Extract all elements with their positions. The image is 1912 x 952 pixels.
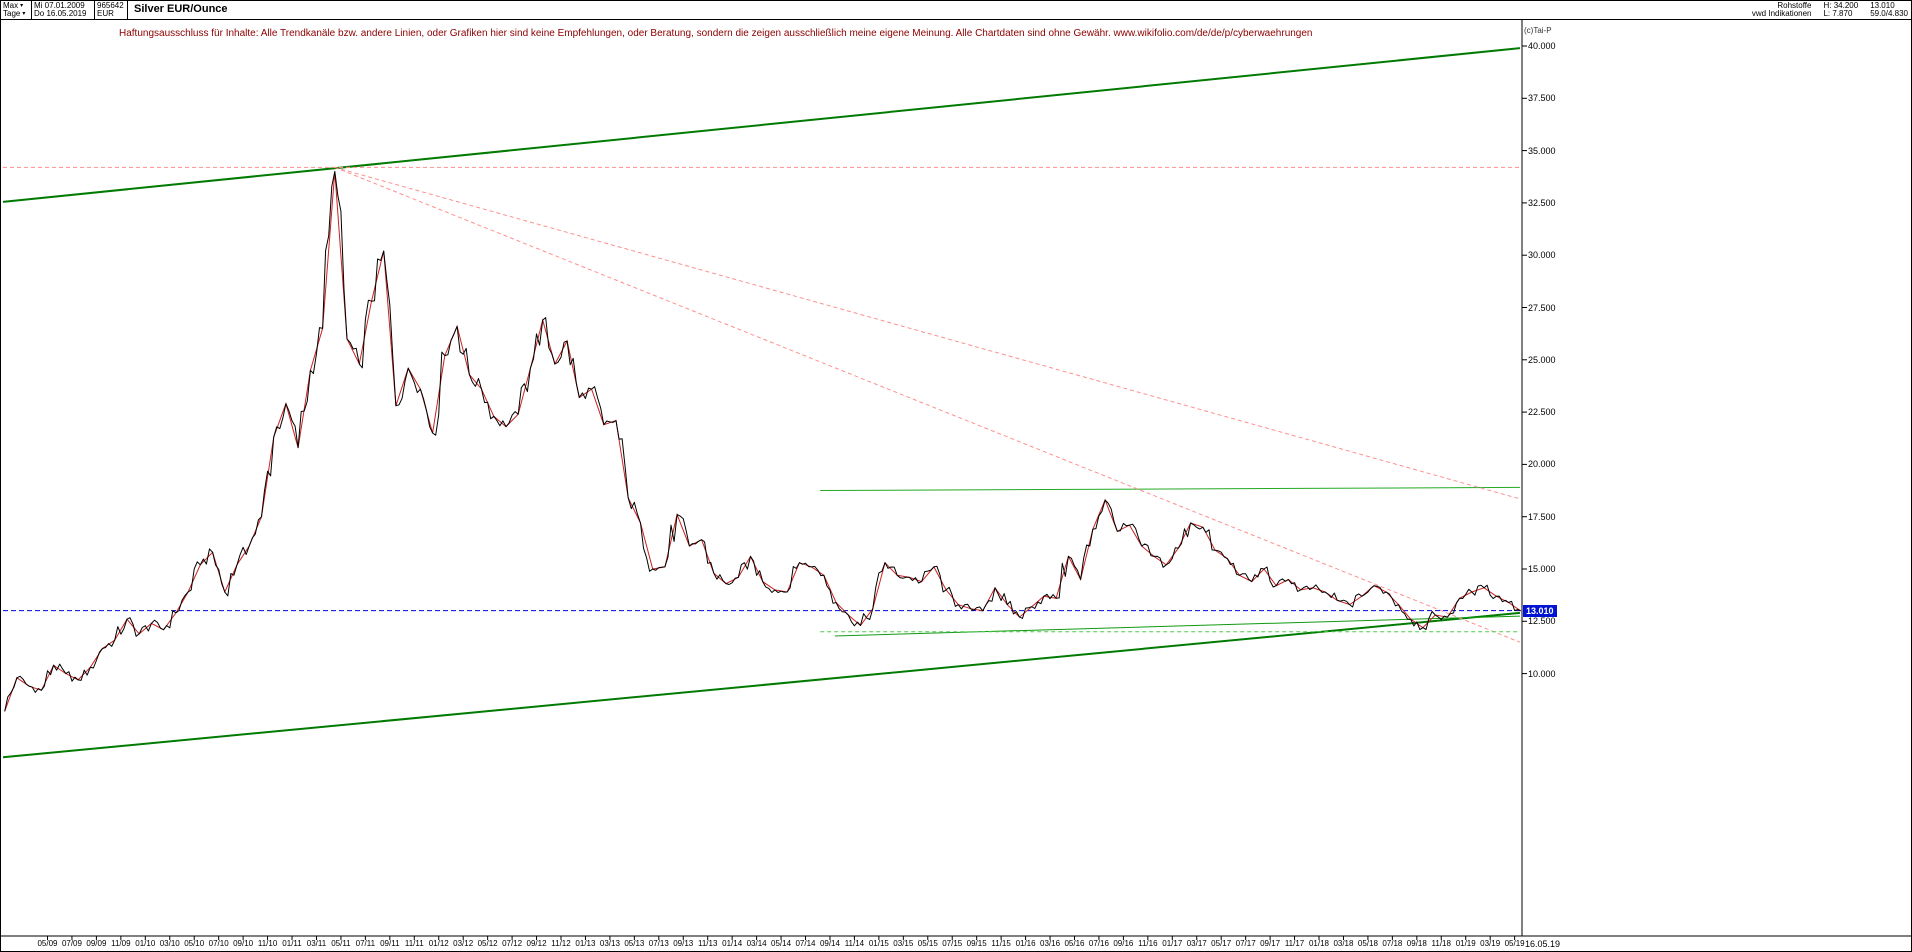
category-column: Rohstoffe vwd Indikationen xyxy=(1752,2,1812,18)
price-line xyxy=(4,171,1521,712)
header-range-info: 59.0/4.830 xyxy=(1870,9,1908,18)
end-date: Do 16.05.2019 xyxy=(34,9,87,18)
chevron-down-icon: ▾ xyxy=(22,11,26,17)
price-overlay-line xyxy=(4,171,1521,712)
disclaimer-text: Haftungsausschluss für Inhalte: Alle Tre… xyxy=(119,28,1313,39)
trendline-resistance-2016 xyxy=(820,486,1521,492)
period-select[interactable]: Tage ▾ xyxy=(3,10,29,18)
period-select-label: Tage xyxy=(3,9,21,18)
axis-end-date: 16.05.19 xyxy=(1525,939,1561,949)
instrument-id: 965642 xyxy=(97,1,124,10)
range-select[interactable]: Max ▾ xyxy=(3,2,29,10)
title-area: Silver EUR/Ounce xyxy=(128,1,228,19)
chart-title: Silver EUR/Ounce xyxy=(134,3,228,15)
trendline-downtrend-steep xyxy=(334,166,1521,643)
header-right-info: Rohstoffe vwd Indikationen H: 34.200 L: … xyxy=(1752,1,1911,19)
copyright-label: (c)Tai-P xyxy=(1524,26,1552,35)
timeframe-selectors: Max ▾ Tage ▾ xyxy=(1,1,32,19)
chevron-down-icon: ▾ xyxy=(20,3,24,9)
date-range: Mi 07.01.2009 Do 16.05.2019 xyxy=(32,1,95,19)
trendline-upper-channel xyxy=(2,47,1521,203)
subcategory-label: vwd Indikationen xyxy=(1751,9,1812,18)
header-last-price: 13.010 xyxy=(1870,1,1895,10)
high-low-column: H: 34.200 L: 7.870 xyxy=(1823,2,1858,18)
trendline-lower-channel xyxy=(2,611,1521,759)
category-label: Rohstoffe xyxy=(1777,1,1812,10)
trendline-downtrend-shallow xyxy=(334,166,1521,500)
current-price-tag: 13.010 xyxy=(1523,604,1557,617)
high-value: H: 34.200 xyxy=(1823,1,1859,10)
currency-label: EUR xyxy=(97,9,114,18)
price-column: 13.010 59.0/4.830 xyxy=(1870,2,1908,18)
chart-header: Max ▾ Tage ▾ Mi 07.01.2009 Do 16.05.2019… xyxy=(1,1,1911,20)
range-select-label: Max xyxy=(3,1,19,10)
trendline-support-2014 xyxy=(834,615,1521,637)
start-date: Mi 07.01.2009 xyxy=(34,1,85,10)
low-value: L: 7.870 xyxy=(1823,9,1853,18)
instrument-info: 965642 EUR xyxy=(95,1,128,19)
